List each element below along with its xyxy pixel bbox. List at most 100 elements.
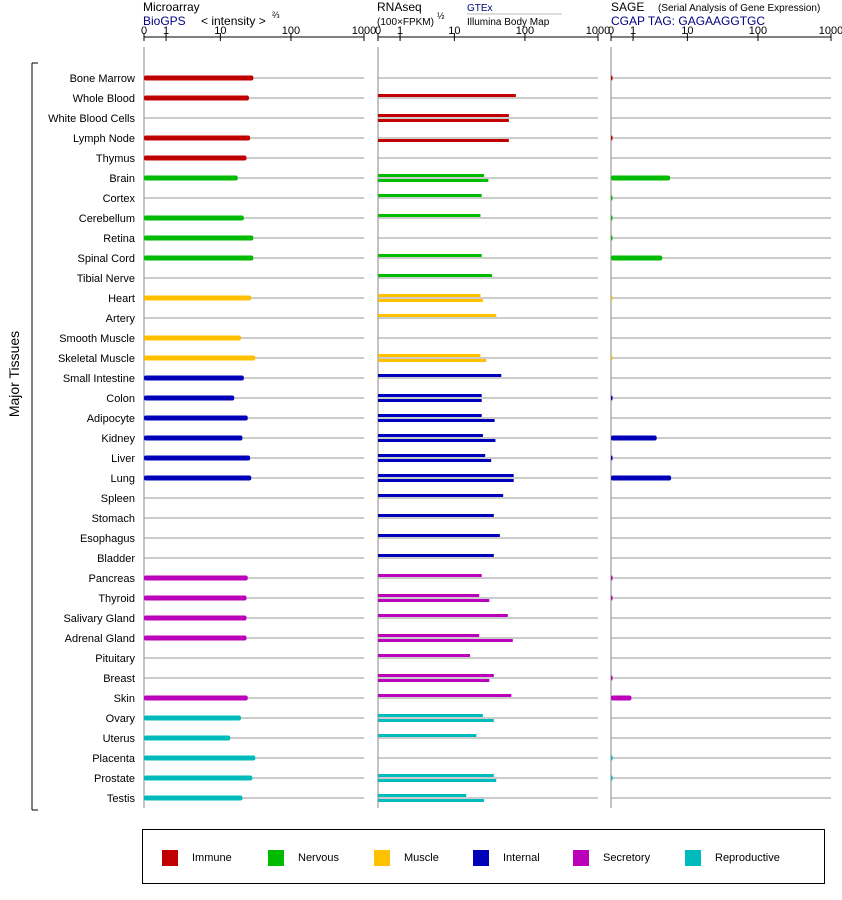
expression-chart: Microarray BioGPS < intensity > ⅔ RNAseq… — [6, 0, 842, 811]
tissue-label-pancreas: Pancreas — [89, 573, 136, 585]
rnaseq-tick-label: 1 — [397, 25, 403, 37]
rnaseq-bar-pituitary-gtex — [378, 654, 471, 657]
tissue-label-brain: Brain — [109, 173, 135, 185]
sage-bar-skin — [611, 695, 632, 701]
sage-bar-spinal-cord — [611, 255, 663, 261]
tissue-label-lung: Lung — [111, 473, 135, 485]
rnaseq-scale-exponent: ½ — [437, 11, 445, 21]
tissue-label-colon: Colon — [106, 393, 135, 405]
microarray-bar-skeletal-muscle — [144, 355, 256, 361]
tissue-label-salivary-gland: Salivary Gland — [63, 613, 135, 625]
sage-bar-kidney — [611, 435, 657, 441]
microarray-tick-label: 100 — [282, 25, 300, 37]
tissue-label-spleen: Spleen — [101, 493, 135, 505]
y-axis-title: Major Tissues — [6, 331, 22, 417]
tissue-label-thymus: Thymus — [96, 153, 136, 165]
rnaseq-bar-skin-gtex — [378, 694, 512, 697]
microarray-bar-lymph-node — [144, 135, 251, 141]
tissue-label-placenta: Placenta — [92, 753, 136, 765]
rnaseq-panel: 0 1 10 100 1000 — [375, 25, 610, 808]
microarray-bar-prostate — [144, 775, 253, 781]
rnaseq-tick-label: 1000 — [586, 25, 610, 37]
rnaseq-bar-artery-gtex — [378, 314, 497, 317]
microarray-bar-ovary — [144, 715, 241, 721]
sage-tick-label: 10 — [681, 25, 693, 37]
rnaseq-bar-uterus-gtex — [378, 734, 477, 737]
legend-item-secretory: Secretory — [573, 849, 650, 866]
rnaseq-bar-spleen-gtex — [378, 494, 504, 497]
microarray-bar-kidney — [144, 435, 243, 441]
rnaseq-bar-tibial-nerve-gtex — [378, 274, 493, 277]
legend-swatch-internal — [473, 849, 489, 866]
sage-bar-thyroid — [611, 595, 613, 601]
rnaseq-bar-adrenal-gland-illumina-body-map — [378, 639, 513, 642]
microarray-tick-label: 1 — [163, 25, 169, 37]
y-axis-bracket — [31, 62, 38, 811]
tissue-label-bladder: Bladder — [97, 553, 135, 565]
rnaseq-bar-skeletal-muscle-illumina-body-map — [378, 359, 487, 362]
microarray-subtitle: BioGPS — [143, 14, 186, 28]
tissue-label-small-intestine: Small Intestine — [63, 373, 135, 385]
rnaseq-bar-liver-gtex — [378, 454, 486, 457]
rnaseq-tick-label: 100 — [516, 25, 534, 37]
tissue-label-white-blood-cells: White Blood Cells — [48, 113, 135, 125]
microarray-bar-pancreas — [144, 575, 248, 581]
microarray-bar-cerebellum — [144, 215, 244, 221]
rnaseq-bar-bladder-gtex — [378, 554, 494, 557]
rnaseq-bar-prostate-illumina-body-map — [378, 779, 497, 782]
sage-bar-breast — [611, 675, 613, 681]
tissue-label-spinal-cord: Spinal Cord — [78, 253, 135, 265]
rnaseq-bar-prostate-gtex — [378, 774, 494, 777]
tissue-label-whole-blood: Whole Blood — [73, 93, 135, 105]
tissue-label-tibial-nerve: Tibial Nerve — [77, 273, 135, 285]
rnaseq-bar-esophagus-gtex — [378, 534, 500, 537]
tissue-label-thyroid: Thyroid — [98, 593, 135, 605]
tissue-label-uterus: Uterus — [103, 733, 136, 745]
microarray-bar-salivary-gland — [144, 615, 247, 621]
microarray-bar-thyroid — [144, 595, 247, 601]
tissue-label-artery: Artery — [106, 313, 136, 325]
sage-title: SAGE — [611, 0, 644, 14]
sage-bar-colon — [611, 395, 613, 401]
microarray-bar-spinal-cord — [144, 255, 254, 261]
legend-label-reproductive: Reproductive — [715, 851, 780, 864]
microarray-tick-label: 0 — [141, 25, 147, 37]
rnaseq-bar-lymph-node-illumina-body-map — [378, 139, 509, 142]
sage-bar-lymph-node — [611, 135, 613, 141]
legend-item-muscle: Muscle — [374, 849, 439, 866]
sage-tick-label: 1000 — [819, 25, 842, 37]
panel-headers: Microarray BioGPS < intensity > ⅔ RNAseq… — [143, 0, 820, 28]
rnaseq-bar-colon-gtex — [378, 394, 482, 397]
rnaseq-bar-heart-illumina-body-map — [378, 299, 483, 302]
rnaseq-bar-small-intestine-gtex — [378, 374, 502, 377]
rnaseq-bar-kidney-gtex — [378, 434, 483, 437]
microarray-tick-label: 10 — [214, 25, 226, 37]
rnaseq-bar-cortex-gtex — [378, 194, 482, 197]
rnaseq-source-illumina: Illumina Body Map — [467, 17, 550, 28]
tissue-label-prostate: Prostate — [94, 773, 135, 785]
rnaseq-bar-colon-illumina-body-map — [378, 399, 482, 402]
microarray-bar-whole-blood — [144, 95, 249, 101]
rnaseq-bar-white-blood-cells-gtex — [378, 114, 509, 117]
rnaseq-bar-testis-gtex — [378, 794, 467, 797]
microarray-bar-bone-marrow — [144, 75, 254, 81]
rnaseq-bar-skeletal-muscle-gtex — [378, 354, 481, 357]
sage-bar-liver — [611, 455, 613, 461]
sage-bar-retina — [611, 235, 613, 241]
legend-swatch-secretory — [573, 849, 589, 866]
microarray-bar-uterus — [144, 735, 231, 741]
microarray-title: Microarray — [143, 0, 200, 14]
rnaseq-bar-thyroid-gtex — [378, 594, 480, 597]
tissue-label-testis: Testis — [107, 793, 136, 805]
rnaseq-bar-whole-blood-gtex — [378, 94, 516, 97]
tissue-label-breast: Breast — [103, 673, 135, 685]
rnaseq-bar-adrenal-gland-gtex — [378, 634, 480, 637]
legend-item-reproductive: Reproductive — [685, 849, 780, 866]
rnaseq-bar-brain-illumina-body-map — [378, 179, 489, 182]
rnaseq-bar-adipocyte-gtex — [378, 414, 482, 417]
tissue-label-kidney: Kidney — [101, 433, 135, 445]
rnaseq-bar-lung-illumina-body-map — [378, 479, 514, 482]
sage-panel: 0 1 10 100 1000 — [608, 25, 842, 808]
legend-label-immune: Immune — [192, 851, 232, 864]
sage-bar-pancreas — [611, 575, 613, 581]
